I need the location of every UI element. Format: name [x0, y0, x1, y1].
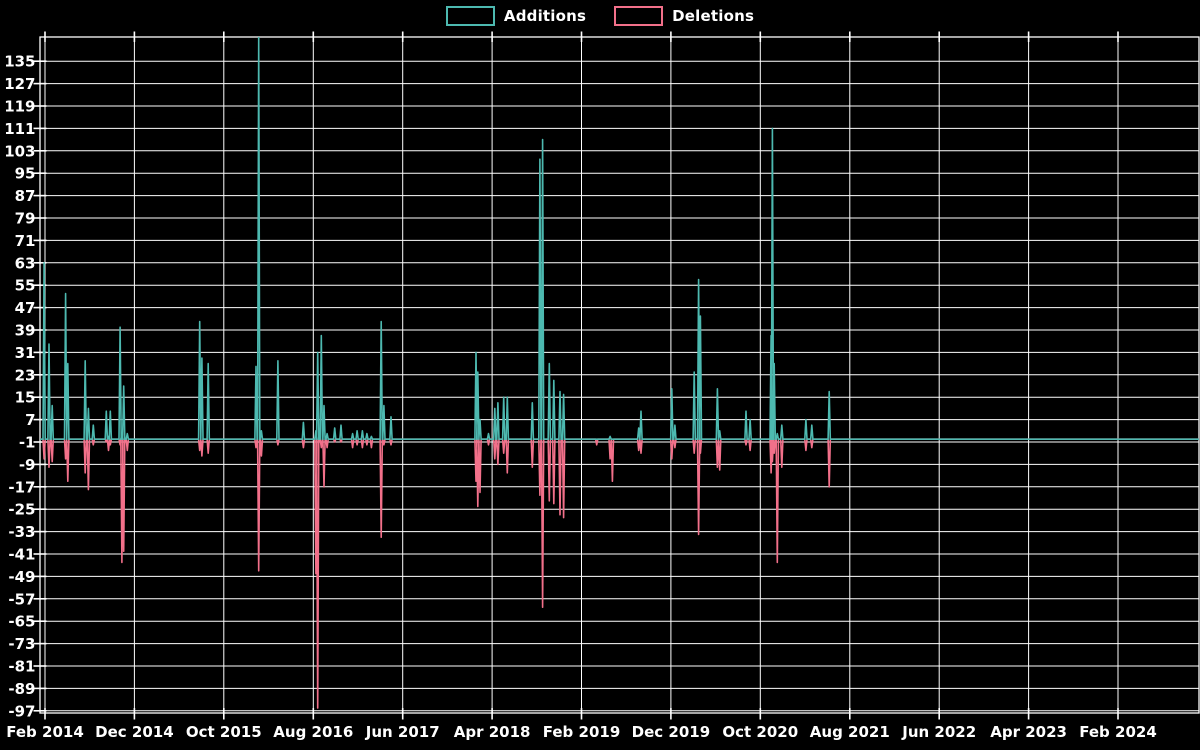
svg-text:-1: -1	[19, 434, 36, 452]
svg-text:-57: -57	[8, 590, 35, 608]
svg-text:-89: -89	[8, 680, 35, 698]
svg-text:Feb 2019: Feb 2019	[543, 723, 621, 741]
deletions-swatch-icon	[614, 6, 664, 26]
svg-text:119: 119	[4, 98, 35, 116]
svg-text:Dec 2014: Dec 2014	[95, 723, 174, 741]
svg-text:-65: -65	[8, 613, 35, 631]
additions-legend-label: Additions	[503, 7, 587, 25]
svg-text:Oct 2015: Oct 2015	[186, 723, 262, 741]
svg-text:-81: -81	[8, 658, 35, 676]
legend-item-additions: Additions	[445, 6, 587, 26]
svg-text:135: 135	[4, 53, 35, 71]
svg-text:71: 71	[15, 232, 36, 250]
svg-text:Aug 2016: Aug 2016	[273, 723, 353, 741]
svg-text:Oct 2020: Oct 2020	[722, 723, 798, 741]
chart-legend: Additions Deletions	[0, 6, 1200, 26]
svg-text:Feb 2014: Feb 2014	[6, 723, 84, 741]
deletions-legend-label: Deletions	[672, 7, 755, 25]
svg-text:-49: -49	[8, 568, 35, 586]
legend-item-deletions: Deletions	[614, 6, 754, 26]
svg-text:-73: -73	[8, 635, 35, 653]
svg-text:103: 103	[4, 142, 35, 160]
svg-text:Aug 2021: Aug 2021	[810, 723, 890, 741]
svg-text:-41: -41	[8, 546, 35, 564]
svg-text:-97: -97	[8, 702, 35, 720]
svg-text:-33: -33	[8, 523, 35, 541]
svg-text:87: 87	[15, 187, 36, 205]
svg-text:-25: -25	[8, 501, 35, 519]
svg-text:-17: -17	[8, 478, 35, 496]
svg-text:95: 95	[15, 165, 36, 183]
svg-text:7: 7	[25, 411, 35, 429]
svg-text:15: 15	[15, 389, 36, 407]
svg-text:63: 63	[15, 254, 36, 272]
svg-text:Apr 2023: Apr 2023	[990, 723, 1067, 741]
svg-text:23: 23	[15, 366, 36, 384]
svg-text:111: 111	[4, 120, 35, 138]
svg-text:79: 79	[15, 210, 36, 228]
svg-text:47: 47	[15, 299, 36, 317]
svg-text:-9: -9	[19, 456, 36, 474]
svg-text:Dec 2019: Dec 2019	[632, 723, 711, 741]
svg-text:39: 39	[15, 322, 36, 340]
additions-swatch-icon	[445, 6, 495, 26]
svg-text:Feb 2024: Feb 2024	[1079, 723, 1157, 741]
svg-text:55: 55	[15, 277, 36, 295]
svg-text:31: 31	[15, 344, 36, 362]
svg-text:Jun 2017: Jun 2017	[365, 723, 440, 741]
svg-text:127: 127	[4, 75, 35, 93]
svg-text:Jun 2022: Jun 2022	[901, 723, 976, 741]
svg-text:Apr 2018: Apr 2018	[454, 723, 531, 741]
